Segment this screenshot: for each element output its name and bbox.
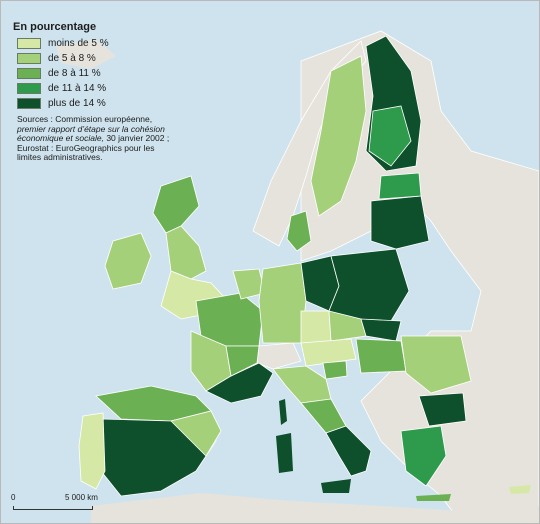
legend-title: En pourcentage (13, 21, 97, 33)
region-italy-south (325, 425, 372, 477)
region-sweden (310, 55, 367, 217)
region-hungary (355, 338, 407, 374)
region-spain-east (170, 410, 222, 457)
sources-note: Sources : Commission européenne, premier… (17, 114, 177, 163)
sources-prefix: Sources : Commission européenne, (17, 114, 153, 124)
scale-bar: 0 5 000 km (11, 493, 111, 517)
region-austria (300, 338, 357, 367)
switzerland (256, 342, 302, 370)
iceland (56, 39, 116, 69)
legend-swatch (17, 98, 41, 109)
region-slovakia (360, 318, 402, 342)
region-corsica (279, 399, 287, 425)
legend-item: de 5 à 8 % (17, 51, 171, 66)
region-denmark (286, 210, 312, 252)
legend-swatch (17, 83, 41, 94)
legend-label: de 5 à 8 % (48, 53, 96, 64)
scale-distance-label: 5 000 km (65, 493, 98, 502)
legend-item: de 11 à 14 % (17, 81, 171, 96)
region-germany-west (258, 262, 307, 344)
legend-swatch (17, 38, 41, 49)
legend-item: plus de 14 % (17, 96, 171, 111)
region-sardinia (276, 433, 293, 473)
region-sicily (321, 479, 351, 493)
region-finland-south (368, 105, 412, 167)
region-baltics (370, 195, 430, 250)
legend-label: de 8 à 11 % (48, 68, 101, 79)
region-germany-south (300, 310, 332, 344)
legend-item: moins de 5 % (17, 36, 171, 51)
region-romania (400, 335, 472, 394)
region-france-east (225, 345, 260, 377)
region-estonia (378, 172, 422, 200)
legend-swatch (17, 53, 41, 64)
region-greece (400, 425, 447, 487)
region-poland (328, 248, 410, 322)
legend-swatch (17, 68, 41, 79)
region-crete (416, 494, 451, 501)
region-ireland (104, 232, 152, 290)
region-cyprus (509, 485, 531, 494)
region-italy-center (300, 398, 347, 434)
legend-item: de 8 à 11 % (17, 66, 171, 81)
legend-label: moins de 5 % (48, 38, 109, 49)
legend-label: de 11 à 14 % (48, 83, 107, 94)
region-slovenia (322, 360, 348, 380)
sources-report-title: premier rapport d’étape sur la cohésion … (17, 123, 165, 144)
north-africa (91, 493, 539, 523)
sources-suffix: 30 janvier 2002 ; Eurostat : EuroGeograp… (17, 133, 170, 163)
region-portugal (78, 412, 106, 490)
region-bulgaria (418, 392, 467, 427)
region-italy-north (272, 365, 332, 404)
scale-line (13, 506, 93, 510)
legend: En pourcentage moins de 5 % de 5 à 8 % d… (11, 21, 171, 163)
scale-zero-label: 0 (11, 493, 16, 502)
legend-label: plus de 14 % (48, 98, 106, 109)
region-scotland (152, 175, 200, 234)
